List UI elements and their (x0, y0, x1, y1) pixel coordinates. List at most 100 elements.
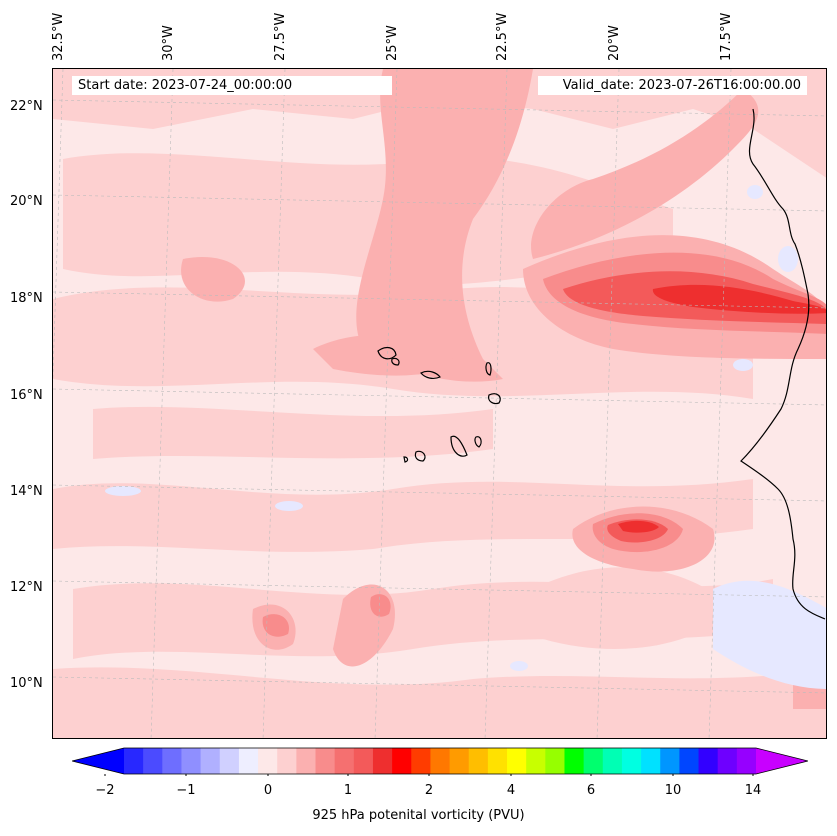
colorbar-swatch (583, 748, 604, 774)
pv-contours-deep (618, 284, 826, 533)
colorbar-swatch (162, 748, 182, 774)
meridian-line (484, 69, 508, 738)
colorbar-tick-label: −1 (176, 783, 196, 798)
pv-region (356, 69, 533, 382)
colorbar-tick-label: 1 (343, 783, 353, 798)
latitude-label: 18°N (10, 291, 43, 306)
latitude-label: 20°N (10, 194, 43, 209)
colorbar-swatch (526, 748, 546, 774)
colorbar-swatch (736, 748, 757, 774)
meridian-line (708, 69, 732, 738)
colorbar-swatch (641, 748, 661, 774)
colorbar-extend-max (756, 748, 808, 774)
island-fogo (414, 450, 426, 462)
island-santo-antao (377, 346, 397, 360)
colorbar-swatch (219, 748, 240, 774)
colorbar-swatch (564, 748, 585, 774)
colorbar-swatch (143, 748, 163, 774)
colorbar-tick-label: 2 (424, 783, 434, 798)
colorbar-swatch (258, 748, 278, 774)
pv-contours-light (53, 69, 826, 738)
colorbar-outline (72, 747, 808, 775)
longitude-label: 20°W (607, 25, 622, 61)
valid-date-label: Valid_date: 2023-07-26T16:00:00.00 (538, 76, 807, 95)
coastline (377, 108, 826, 620)
island-boa-vista (488, 393, 501, 405)
latitude-label: 16°N (10, 388, 43, 403)
colorbar-tick-label: 6 (586, 783, 596, 798)
map-panel (52, 68, 827, 739)
island-sao-vicente (391, 357, 400, 366)
pv-region (733, 359, 753, 371)
colorbar-swatch (449, 748, 470, 774)
colorbar-swatch (392, 748, 412, 774)
longitude-label: 22.5°W (495, 12, 510, 61)
colorbar-swatch (411, 748, 431, 774)
graticule (53, 69, 826, 738)
pv-region (747, 185, 763, 199)
colorbar-swatch (372, 748, 393, 774)
colorbar-swatch (507, 748, 527, 774)
island-brava (403, 456, 409, 463)
longitude-label: 30°W (161, 25, 176, 61)
colorbar-swatch (487, 748, 508, 774)
meridian-line (262, 69, 286, 738)
pv-contours-negative (105, 185, 826, 689)
colorbar-swatch (353, 748, 374, 774)
colorbar-label: 925 hPa potenital vorticity (PVU) (312, 808, 525, 823)
pv-region (181, 257, 245, 302)
colorbar-swatch (181, 748, 202, 774)
colorbar-swatch (238, 748, 259, 774)
pv-field-map (53, 69, 826, 738)
colorbar-tick-label: 4 (506, 783, 516, 798)
colorbar-tick-label: 0 (263, 783, 273, 798)
pv-region (531, 89, 759, 259)
meridian-line (150, 69, 174, 738)
pv-region (53, 667, 826, 738)
longitude-label: 25°W (385, 25, 400, 61)
island-santiago (450, 435, 468, 457)
pv-region (105, 486, 141, 496)
colorbar-swatch (430, 748, 451, 774)
colorbar-tick-label: 14 (744, 783, 762, 798)
colorbar-swatch (698, 748, 719, 774)
colorbar-swatch (717, 748, 738, 774)
longitude-label: 17.5°W (719, 12, 734, 61)
pv-region (618, 520, 659, 533)
pv-region (533, 567, 733, 649)
meridian-line (374, 69, 398, 738)
pv-region (778, 246, 798, 272)
colorbar (72, 747, 808, 776)
pv-region (510, 661, 528, 671)
meridian-line (53, 69, 64, 384)
longitude-label: 27.5°W (273, 12, 288, 61)
latitude-label: 22°N (10, 99, 43, 114)
colorbar-swatch (545, 748, 565, 774)
colorbar-swatch (468, 748, 489, 774)
colorbar-swatch (124, 748, 144, 774)
pv-region (53, 69, 826, 178)
pv-region (713, 580, 826, 689)
pv-region (93, 406, 493, 459)
colorbar-swatch (315, 748, 336, 774)
colorbar-extend-min (72, 748, 124, 774)
pv-region (275, 501, 303, 511)
latitude-label: 10°N (10, 676, 43, 691)
pv-region (313, 335, 453, 376)
latitude-label: 14°N (10, 484, 43, 499)
colorbar-swatch (679, 748, 700, 774)
colorbar-swatch (277, 748, 297, 774)
island-sal (485, 362, 492, 376)
colorbar-tick-label: 10 (664, 783, 682, 798)
colorbar-swatch (660, 748, 680, 774)
island-sao-nicolau (420, 370, 441, 379)
colorbar-swatch (296, 748, 317, 774)
pv-region (262, 614, 289, 637)
pv-region (63, 153, 673, 285)
island-maio (474, 436, 482, 448)
latitude-label: 12°N (10, 580, 43, 595)
colorbar-swatch (621, 748, 642, 774)
colorbar-swatch (334, 748, 355, 774)
africa-coast (740, 108, 826, 620)
longitude-label: 32.5°W (51, 12, 66, 61)
